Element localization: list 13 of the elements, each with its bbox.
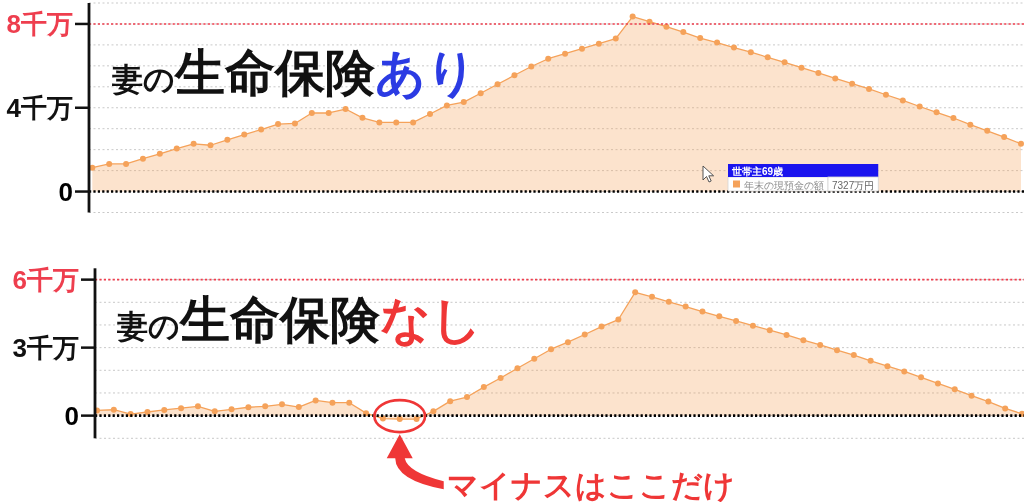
y-tick-label: 0 bbox=[58, 176, 73, 207]
text: 妻の生命保険あり bbox=[111, 45, 477, 101]
y-tick-label: 3千万 bbox=[12, 332, 79, 363]
y-tick-label: 6千万 bbox=[12, 264, 79, 295]
legend-label: 年末の現預金の額 bbox=[744, 179, 824, 191]
y-tick-label: 0 bbox=[64, 400, 79, 431]
text: マイナスはここだけ bbox=[446, 468, 735, 502]
y-tick-label: 4千万 bbox=[6, 92, 73, 123]
legend: 年末の現預金の額 bbox=[727, 176, 829, 192]
y-tick-label: 8千万 bbox=[6, 8, 73, 39]
text: 妻の生命保険なし bbox=[116, 292, 482, 348]
annotation: 世帯主69歳 bbox=[731, 165, 784, 177]
annotation: 7327万円 bbox=[832, 179, 875, 191]
